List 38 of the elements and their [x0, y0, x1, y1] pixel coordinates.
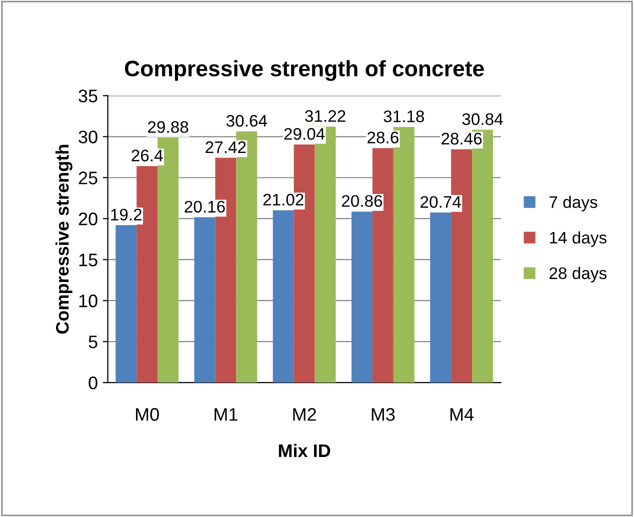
data-label: 27.42 — [206, 141, 246, 153]
data-label: 30.64 — [226, 114, 268, 127]
y-tick-label: 35 — [78, 90, 98, 102]
data-label: 29.04 — [284, 128, 325, 140]
legend-label: 7 days — [550, 196, 598, 212]
y-axis-title: Compressive strength — [56, 144, 72, 334]
legend-label: 14 days — [550, 231, 606, 247]
y-tick-label: 25 — [78, 172, 98, 184]
x-tick-label: M3 — [372, 408, 395, 421]
data-label: 31.18 — [384, 110, 424, 122]
legend-label: 28 days — [550, 266, 606, 282]
y-tick-label: 15 — [79, 254, 98, 266]
y-tick-label: 0 — [88, 376, 98, 390]
bar — [194, 217, 216, 383]
data-label: 28.46 — [442, 132, 482, 145]
data-label: 20.86 — [342, 195, 382, 207]
y-tick-label: 10 — [79, 294, 98, 308]
x-tick-label: M0 — [136, 408, 159, 421]
x-tick-label: M2 — [293, 408, 316, 421]
data-label: 21.02 — [263, 194, 304, 206]
x-axis-title: Mix ID — [278, 444, 330, 457]
data-label: 29.88 — [148, 121, 188, 133]
x-tick-label: M4 — [450, 408, 474, 421]
data-label: 26.4 — [132, 150, 163, 162]
data-label: 19.2 — [111, 208, 142, 220]
data-label: 31.22 — [305, 110, 346, 122]
data-label: 20.16 — [184, 200, 225, 213]
y-tick-label: 30 — [78, 130, 98, 144]
bar — [351, 212, 372, 383]
data-label: 30.84 — [462, 113, 503, 126]
data-label: 20.74 — [420, 196, 461, 208]
chart-title: Compressive strength of concrete — [124, 60, 484, 81]
y-tick-label: 20 — [78, 212, 98, 226]
bar — [272, 210, 294, 383]
data-label: 28.6 — [368, 132, 398, 144]
y-tick-label: 5 — [88, 336, 98, 348]
bar — [430, 212, 452, 383]
x-tick-label: M1 — [214, 408, 238, 421]
